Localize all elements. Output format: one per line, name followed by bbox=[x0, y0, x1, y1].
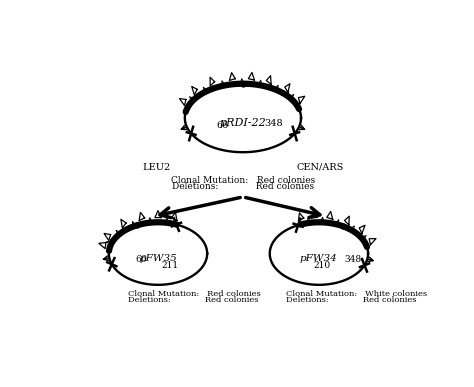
Text: LEU2: LEU2 bbox=[142, 163, 171, 171]
Text: Deletions:             Red colonies: Deletions: Red colonies bbox=[128, 296, 259, 304]
Text: pRDI-22: pRDI-22 bbox=[219, 118, 266, 128]
Text: 211: 211 bbox=[161, 261, 178, 270]
Text: CEN/ARS: CEN/ARS bbox=[297, 163, 344, 171]
Text: 348: 348 bbox=[344, 255, 361, 264]
Text: Clonal Mutation:   White colonies: Clonal Mutation: White colonies bbox=[286, 290, 427, 298]
Text: Deletions:             Red colonies: Deletions: Red colonies bbox=[172, 182, 314, 191]
Text: Deletions:             Red colonies: Deletions: Red colonies bbox=[286, 296, 417, 304]
Text: Clonal Mutation:   Red colonies: Clonal Mutation: Red colonies bbox=[171, 176, 315, 185]
Text: pFW34: pFW34 bbox=[300, 254, 338, 263]
Text: 66: 66 bbox=[216, 121, 228, 130]
Text: Clonal Mutation:   Red colonies: Clonal Mutation: Red colonies bbox=[128, 290, 261, 298]
Text: 210: 210 bbox=[313, 261, 330, 270]
Text: pFW35: pFW35 bbox=[139, 254, 177, 263]
Text: 66: 66 bbox=[136, 255, 147, 264]
Text: 348: 348 bbox=[264, 120, 283, 128]
